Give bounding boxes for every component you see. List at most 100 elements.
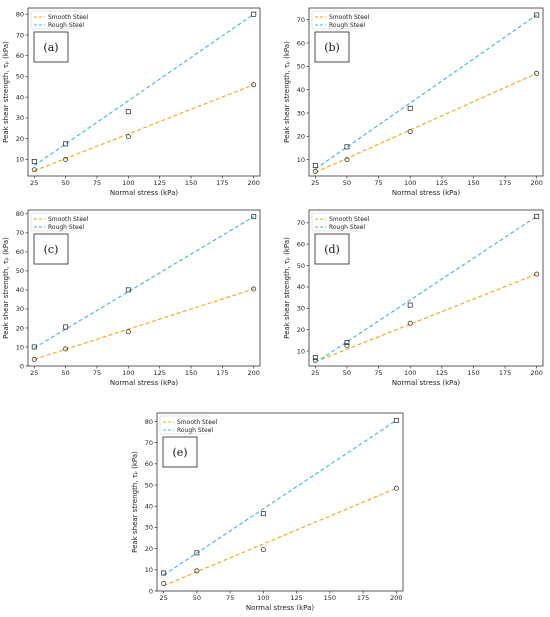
y-axis-label: Peak shear strength, τₚ (kPa) (283, 237, 291, 339)
x-axis-label: Normal stress (kPa) (110, 189, 178, 197)
data-point (31, 159, 37, 164)
y-tick-label: 40 (16, 286, 24, 294)
y-tick-label: 80 (16, 11, 24, 19)
x-tick-label: 50 (61, 179, 69, 187)
data-point (407, 320, 413, 326)
x-tick-label: 25 (30, 369, 38, 377)
data-point (344, 340, 350, 345)
y-tick-label: 70 (16, 31, 24, 39)
data-point (251, 286, 257, 292)
y-tick-label: 60 (297, 39, 305, 47)
data-point (125, 329, 131, 335)
y-tick-label: 0 (20, 362, 24, 370)
x-axis-label: Normal stress (kPa) (246, 604, 314, 612)
series-fit-line (315, 215, 537, 364)
x-tick-label: 150 (185, 369, 197, 377)
y-tick-label: 70 (145, 439, 153, 447)
x-tick-label: 25 (160, 594, 168, 602)
y-axis-label: Peak shear strength, τₚ (kPa) (2, 237, 10, 339)
panel-label: (a) (43, 41, 58, 54)
data-point (407, 105, 413, 111)
x-tick-label: 175 (499, 369, 511, 377)
legend-label: Rough Steel (329, 22, 365, 29)
data-point (312, 355, 318, 360)
y-tick-label: 10 (16, 156, 24, 164)
data-point (161, 581, 167, 587)
legend-label: Rough Steel (177, 427, 213, 434)
data-point (534, 213, 540, 219)
y-tick-label: 10 (16, 343, 24, 351)
y-tick-label: 30 (16, 114, 24, 122)
legend-label: Rough Steel (329, 224, 365, 231)
x-tick-label: 50 (193, 594, 201, 602)
y-tick-label: 50 (297, 63, 305, 71)
x-tick-label: 75 (93, 369, 101, 377)
data-point (312, 168, 318, 174)
y-tick-label: 60 (297, 240, 305, 248)
series-fit-line (34, 288, 254, 360)
chart-panel-3: 25 50 75 100 125 150 175 200 0 10 20 30 40 50 60 70 80 No… (2, 209, 261, 387)
x-tick-label: 50 (343, 369, 351, 377)
data-point (393, 417, 399, 423)
series-fit-line (163, 419, 397, 576)
x-tick-label: 200 (530, 369, 542, 377)
plot-frame (156, 412, 404, 592)
data-point (344, 144, 350, 150)
x-tick-label: 175 (357, 594, 369, 602)
series-fit-line (315, 14, 537, 170)
data-point (63, 324, 69, 330)
x-tick-label: 100 (404, 369, 416, 377)
panel-label-box (33, 233, 69, 265)
y-tick-label: 10 (145, 566, 153, 574)
y-tick-label: 60 (145, 460, 153, 468)
x-tick-label: 100 (404, 179, 416, 187)
data-point (31, 356, 37, 362)
y-tick-label: 50 (145, 481, 153, 489)
x-tick-label: 25 (311, 179, 319, 187)
y-tick-label: 50 (16, 73, 24, 81)
x-tick-label: 175 (216, 179, 228, 187)
y-tick-label: 40 (297, 86, 305, 94)
y-axis-label: Peak shear strength, τₚ (kPa) (2, 41, 10, 143)
data-point (251, 11, 257, 17)
panel-label: (d) (324, 243, 340, 256)
data-point (407, 302, 413, 308)
y-tick-label: 10 (297, 347, 305, 355)
data-point (63, 141, 69, 147)
series-2 (31, 11, 257, 167)
x-tick-label: 75 (374, 369, 382, 377)
data-point (194, 568, 200, 574)
data-point (407, 129, 413, 135)
data-point (534, 70, 540, 76)
y-tick-label: 50 (297, 262, 305, 270)
x-axis-label: Normal stress (kPa) (110, 379, 178, 387)
y-tick-label: 30 (16, 305, 24, 313)
x-tick-label: 25 (30, 179, 38, 187)
x-tick-label: 175 (216, 369, 228, 377)
series-1 (31, 82, 257, 173)
x-tick-label: 100 (122, 179, 134, 187)
data-point (63, 156, 69, 162)
data-point (312, 163, 318, 168)
panel-label: (b) (324, 41, 340, 54)
x-tick-label: 200 (390, 594, 402, 602)
panel-label: (c) (44, 243, 59, 256)
data-point (260, 547, 266, 553)
y-tick-label: 60 (16, 52, 24, 60)
series-2 (31, 214, 257, 350)
data-point (534, 12, 540, 18)
series-2 (161, 417, 399, 576)
y-tick-label: 70 (16, 229, 24, 237)
data-point (393, 485, 399, 491)
x-tick-label: 150 (185, 179, 197, 187)
legend-label: Smooth Steel (48, 14, 89, 21)
x-tick-label: 200 (530, 179, 542, 187)
x-tick-label: 150 (467, 369, 479, 377)
y-tick-label: 10 (297, 156, 305, 164)
y-tick-label: 30 (297, 109, 305, 117)
plot-frame (308, 209, 544, 367)
y-axis-label: Peak shear strength, τₚ (kPa) (283, 41, 291, 143)
